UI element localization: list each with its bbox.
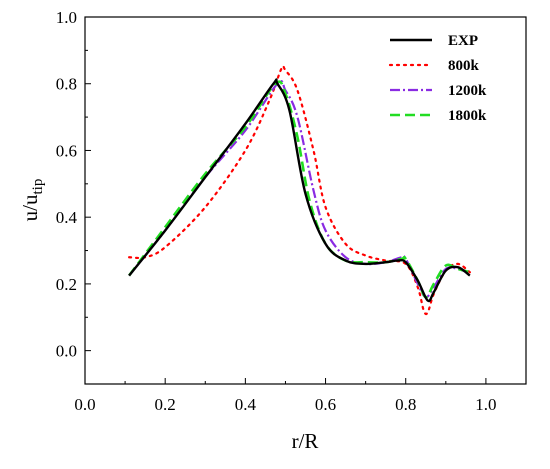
legend: EXP 800k 1200k 1800k [388, 33, 487, 124]
y-tick-label: 0.2 [56, 275, 77, 294]
x-tick-label: 0.8 [395, 395, 416, 414]
series-line-1200k [128, 80, 471, 299]
y-axis-title-subscript: tip [30, 179, 46, 195]
x-tick-label: 0.6 [315, 395, 336, 414]
legend-label-800k: 800k [448, 58, 480, 74]
series-line-800k [128, 64, 471, 316]
y-tick-label: 0.0 [56, 342, 77, 361]
y-axis-title: u/utip [18, 179, 46, 222]
y-tick-label: 0.4 [56, 208, 78, 227]
axis-ticks [84, 16, 487, 384]
series-lines [128, 64, 471, 316]
x-tick-label: 1.0 [475, 395, 496, 414]
legend-label-1800k: 1800k [448, 108, 487, 124]
legend-label-exp: EXP [448, 33, 478, 49]
x-tick-label: 0.2 [155, 395, 176, 414]
legend-label-1200k: 1200k [448, 83, 487, 99]
x-tick-label: 0.0 [74, 395, 95, 414]
series-line-1800k [128, 80, 471, 299]
x-tick-label: 0.4 [235, 395, 257, 414]
y-axis-title-main: u/u [18, 194, 42, 221]
y-tick-label: 0.8 [56, 75, 77, 94]
series-line-exp [128, 78, 471, 303]
y-tick-label: 0.6 [56, 141, 77, 160]
x-axis-title: r/R [292, 429, 319, 453]
y-tick-label: 1.0 [56, 8, 77, 27]
axis-tick-labels: 0.0 0.2 0.4 0.6 0.8 1.0 0.0 0.2 0.4 0.6 0.8 1.0 [56, 8, 497, 414]
plot-frame [84, 16, 527, 385]
